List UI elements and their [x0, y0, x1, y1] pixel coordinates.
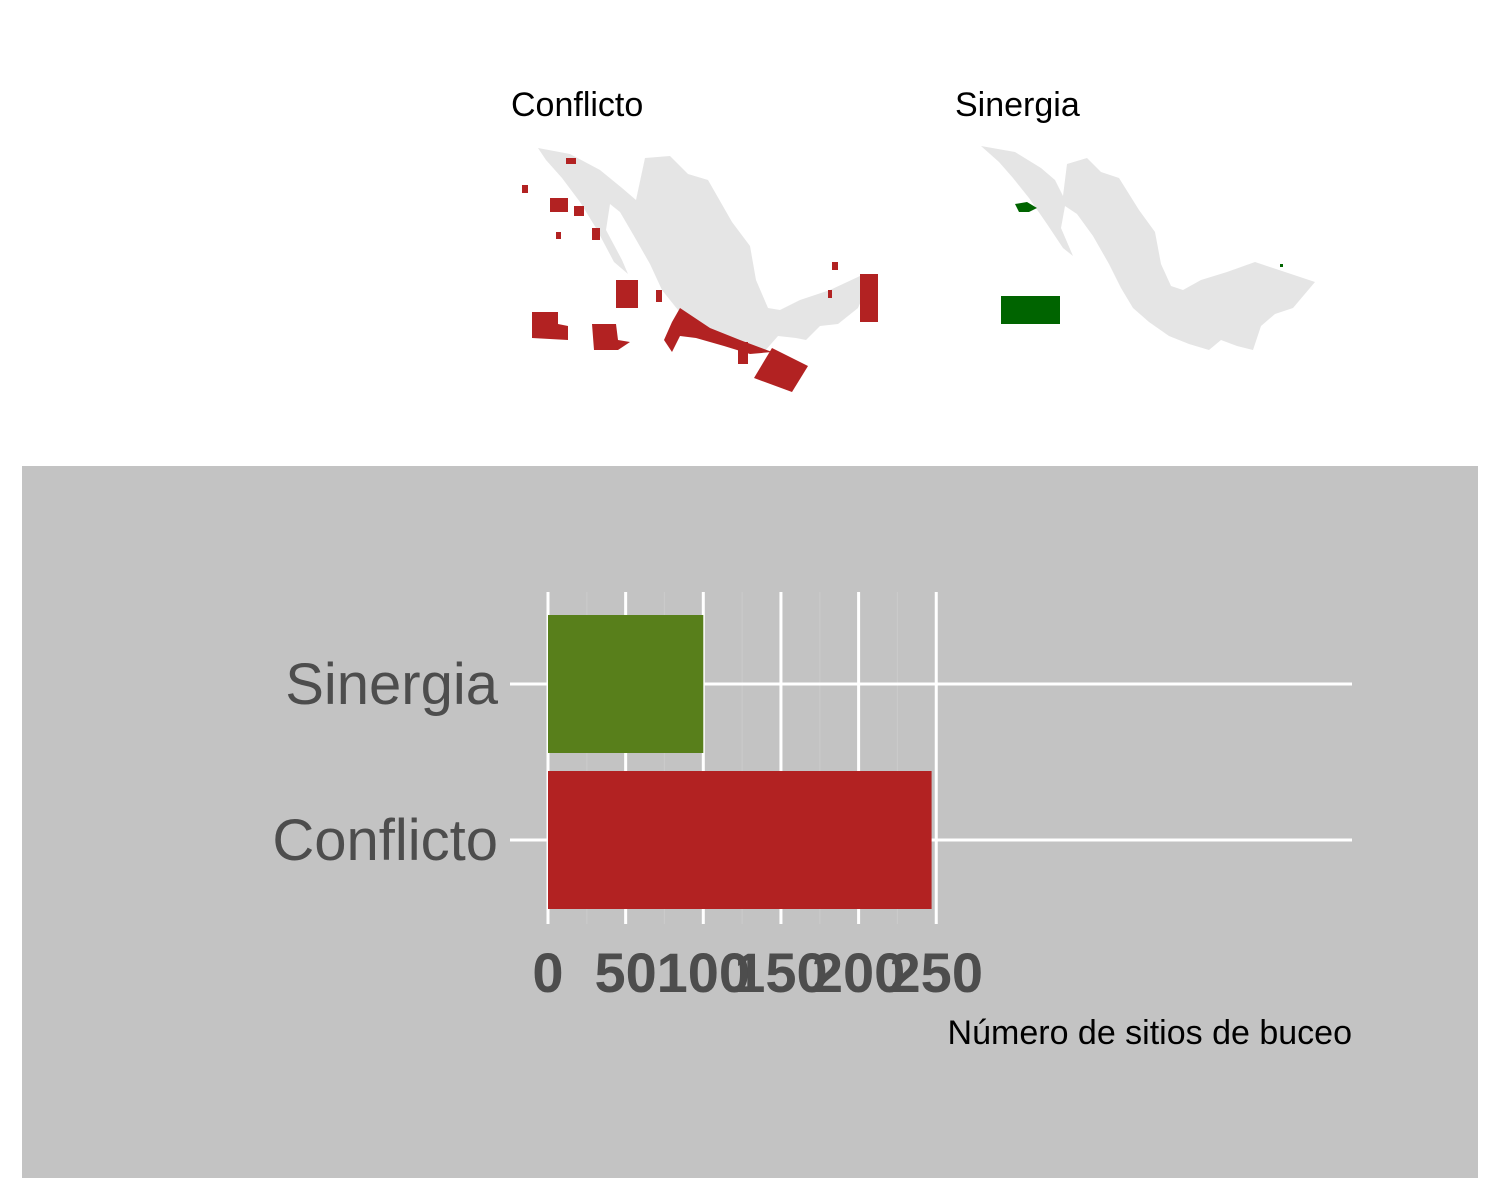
bar-sinergia [548, 615, 704, 753]
conflicto-zones [522, 158, 878, 392]
x-tick-label: 150 [734, 941, 827, 1004]
x-tick-label: 200 [812, 941, 905, 1004]
mexico-land [981, 146, 1315, 350]
chart-panel: Sinergia Conflicto 0 50 100 150 200 250 Número… [22, 466, 1478, 1178]
x-tick-label: 0 [532, 941, 563, 1004]
map-conflicto [522, 148, 878, 392]
category-label: Sinergia [285, 652, 499, 717]
sinergia-zones [1001, 202, 1283, 324]
bar-layer [548, 615, 932, 909]
x-tick-label: 100 [657, 941, 750, 1004]
map-title-conflicto: Conflicto [511, 86, 644, 124]
x-tick-label: 50 [595, 941, 657, 1004]
category-label: Conflicto [272, 808, 498, 873]
map-sinergia [981, 146, 1315, 350]
x-tick-label: 250 [890, 941, 983, 1004]
category-labels: Sinergia Conflicto [272, 652, 498, 873]
x-axis-title: Número de sitios de buceo [948, 1014, 1352, 1052]
map-title-sinergia: Sinergia [955, 86, 1080, 124]
bar-conflicto [548, 771, 932, 909]
mexico-land [538, 148, 870, 352]
